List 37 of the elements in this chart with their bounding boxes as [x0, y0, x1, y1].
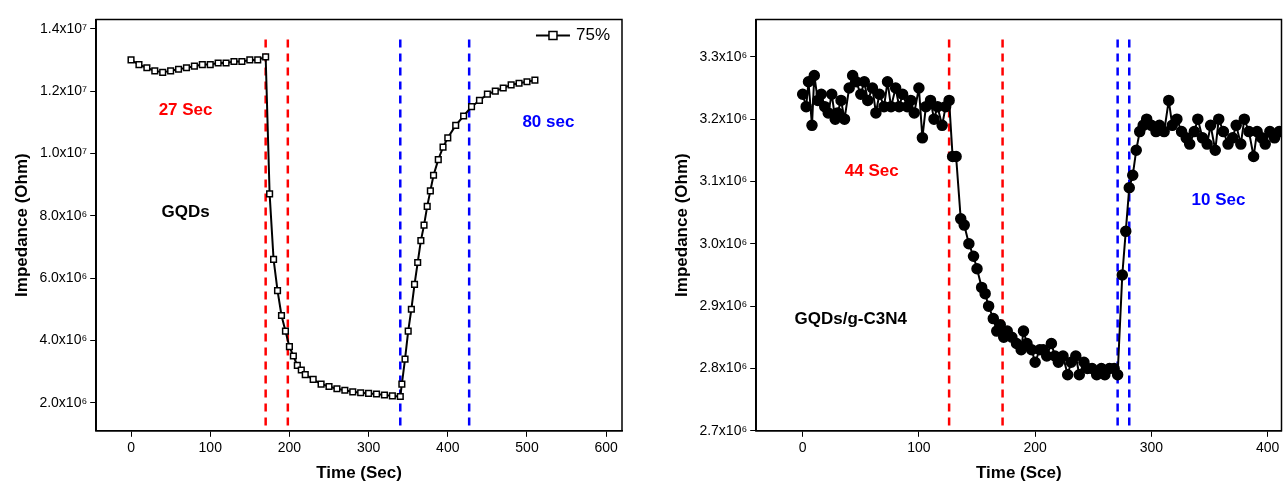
y-tick-label: 2.7x10⁶ [699, 421, 748, 438]
x-tick-label: 300 [356, 439, 381, 456]
x-tick-label: 200 [277, 439, 302, 456]
y-tick-label: 3.2x10⁶ [699, 109, 748, 126]
x-tick-label: 300 [1139, 439, 1164, 456]
x-tick-label: 100 [907, 439, 931, 456]
annotation: 27 Sec [158, 99, 213, 119]
y-tick-label: 2.0x10⁶ [39, 393, 88, 410]
annotation: GQDs [161, 202, 210, 222]
x-axis-title: Time (Sec) [316, 463, 402, 483]
annotation: 80 sec [522, 111, 575, 131]
x-tick-label: 0 [127, 439, 136, 456]
y-tick-label: 3.1x10⁶ [699, 172, 748, 189]
x-tick-label: 600 [594, 439, 619, 456]
legend-label: 75% [575, 25, 611, 45]
x-tick-label: 400 [436, 439, 460, 456]
y-tick-label: 3.0x10⁶ [699, 234, 748, 251]
y-tick-label: 2.8x10⁶ [699, 359, 748, 376]
y-tick-label: 3.3x10⁶ [699, 47, 748, 64]
y-tick-label: 4.0x10⁶ [39, 331, 88, 348]
y-tick-label: 1.4x10⁷ [40, 19, 88, 36]
y-axis-title: Impedance (Ohm) [11, 153, 31, 297]
x-tick-label: 200 [1023, 439, 1048, 456]
annotation: 10 Sec [1191, 190, 1246, 210]
y-tick-label: 2.9x10⁶ [699, 296, 748, 313]
y-tick-label: 1.2x10⁷ [40, 81, 88, 98]
y-tick-label: 6.0x10⁶ [39, 268, 88, 285]
y-tick-label: 1.0x10⁷ [40, 144, 88, 161]
y-axis-title: Impedance (Ohm) [671, 153, 691, 297]
x-tick-label: 0 [798, 439, 807, 456]
x-axis-title: Time (Sce) [976, 463, 1062, 483]
x-tick-label: 400 [1255, 439, 1280, 456]
x-tick-label: 100 [198, 439, 223, 456]
annotation: GQDs/g-C3N4 [794, 309, 908, 329]
y-tick-label: 8.0x10⁶ [39, 206, 88, 223]
annotation: 44 Sec [844, 161, 899, 181]
x-tick-label: 500 [515, 439, 539, 456]
